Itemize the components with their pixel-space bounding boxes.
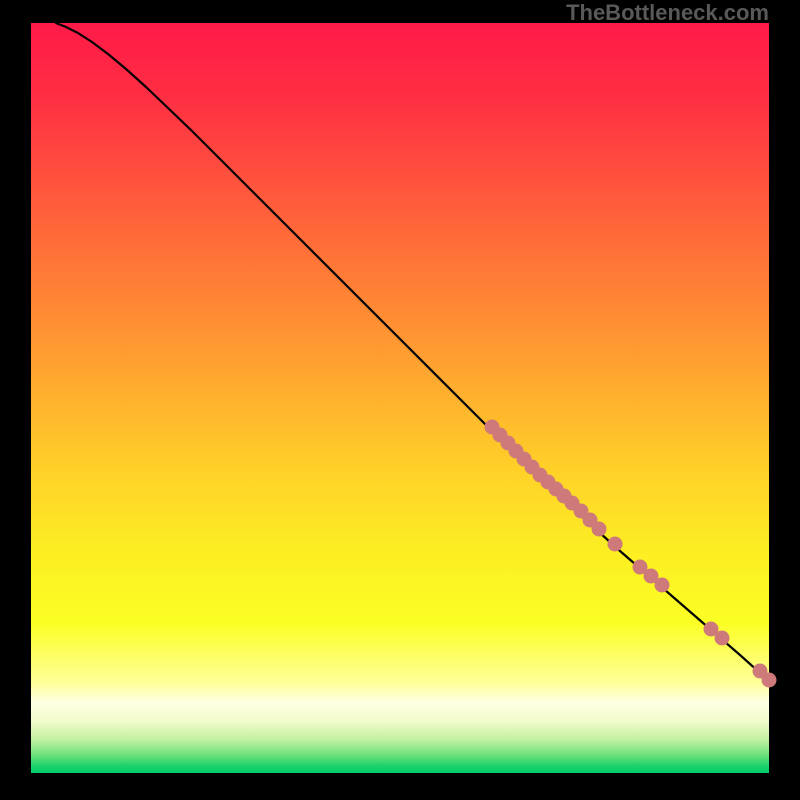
data-marker xyxy=(608,537,623,552)
data-marker xyxy=(762,673,777,688)
data-marker xyxy=(715,631,730,646)
chart-svg xyxy=(31,23,769,773)
plot-area xyxy=(31,23,769,773)
data-marker xyxy=(655,578,670,593)
data-marker xyxy=(592,522,607,537)
watermark-label: TheBottleneck.com xyxy=(566,0,769,26)
